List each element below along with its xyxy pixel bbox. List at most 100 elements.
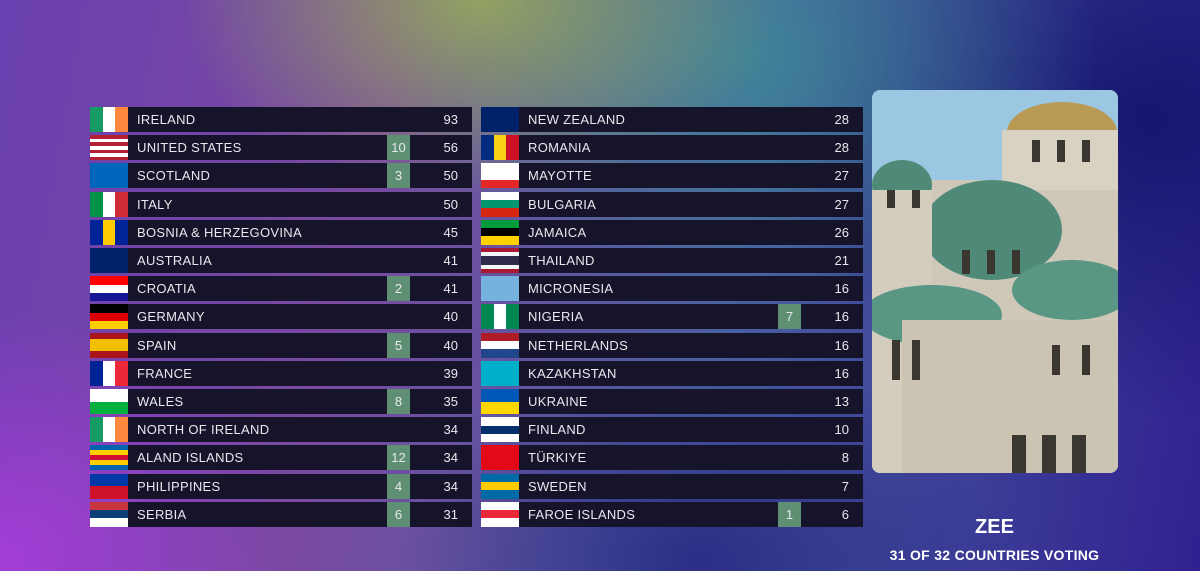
total-score: 28 bbox=[834, 140, 849, 156]
points-awarded: 6 bbox=[387, 501, 410, 527]
country-name: SERBIA bbox=[137, 506, 187, 522]
voting-status: 31 OF 32 COUNTRIES VOTING bbox=[889, 547, 1100, 563]
total-score: 8 bbox=[841, 450, 849, 466]
total-score: 16 bbox=[834, 281, 849, 297]
scoreboard-row: FAROE ISLANDS 1 6 bbox=[481, 501, 863, 527]
flag bbox=[481, 473, 519, 499]
flag bbox=[481, 389, 519, 414]
flag bbox=[481, 135, 519, 161]
total-score: 50 bbox=[443, 168, 458, 184]
country-name: ROMANIA bbox=[528, 140, 591, 156]
country-name: MICRONESIA bbox=[528, 281, 614, 297]
country-name: THAILAND bbox=[528, 253, 595, 268]
scoreboard-row: SCOTLAND 3 50 bbox=[90, 163, 472, 189]
flag bbox=[90, 248, 128, 273]
country-name: FRANCE bbox=[137, 365, 193, 381]
total-score: 41 bbox=[443, 253, 458, 268]
total-score: 27 bbox=[834, 168, 849, 184]
points-awarded: 4 bbox=[387, 473, 410, 499]
scoreboard-row: ALAND ISLANDS 12 34 bbox=[90, 445, 472, 471]
total-score: 93 bbox=[443, 112, 458, 127]
scoreboard-row: JAMAICA 26 bbox=[481, 219, 863, 245]
country-name: FAROE ISLANDS bbox=[528, 506, 636, 522]
flag bbox=[90, 360, 128, 386]
flag bbox=[90, 135, 128, 161]
total-score: 6 bbox=[841, 506, 849, 522]
flag bbox=[90, 332, 128, 358]
country-name: TÜRKIYE bbox=[528, 450, 587, 466]
flag bbox=[481, 417, 519, 443]
scoreboard-row: AUSTRALIA 41 bbox=[90, 248, 472, 273]
total-score: 7 bbox=[841, 478, 849, 494]
flag bbox=[90, 473, 128, 499]
country-name: IRELAND bbox=[137, 112, 196, 127]
scoreboard-row: SPAIN 5 40 bbox=[90, 332, 472, 358]
flag bbox=[481, 107, 519, 132]
scoreboard-row: NETHERLANDS 16 bbox=[481, 332, 863, 358]
flag bbox=[481, 276, 519, 302]
country-name: UNITED STATES bbox=[137, 140, 242, 156]
scoreboard-row: FINLAND 10 bbox=[481, 417, 863, 443]
scoreboard-row: SWEDEN 7 bbox=[481, 473, 863, 499]
total-score: 13 bbox=[834, 394, 849, 409]
points-awarded: 10 bbox=[387, 135, 410, 161]
points-awarded: 1 bbox=[778, 501, 801, 527]
total-score: 41 bbox=[443, 281, 458, 297]
points-awarded: 2 bbox=[387, 276, 410, 302]
flag bbox=[90, 445, 128, 471]
scoreboard-row: IRELAND 93 bbox=[90, 107, 472, 132]
country-name: SPAIN bbox=[137, 337, 177, 353]
flag bbox=[481, 163, 519, 189]
flag bbox=[481, 248, 519, 273]
points-awarded: 8 bbox=[387, 389, 410, 414]
country-name: WALES bbox=[137, 394, 184, 409]
points-awarded: 12 bbox=[387, 445, 410, 471]
total-score: 16 bbox=[834, 309, 849, 325]
total-score: 39 bbox=[443, 365, 458, 381]
flag bbox=[90, 304, 128, 330]
country-name: SCOTLAND bbox=[137, 168, 211, 184]
scoreboard-row: NEW ZEALAND 28 bbox=[481, 107, 863, 132]
scoreboard-row: TÜRKIYE 8 bbox=[481, 445, 863, 471]
voter-name: ZEE bbox=[975, 516, 1014, 538]
city-photo bbox=[872, 90, 1118, 473]
flag bbox=[90, 417, 128, 443]
points-awarded: 3 bbox=[387, 163, 410, 189]
total-score: 56 bbox=[443, 140, 458, 156]
country-name: ALAND ISLANDS bbox=[137, 450, 244, 466]
total-score: 50 bbox=[443, 196, 458, 212]
flag bbox=[90, 191, 128, 217]
country-name: NETHERLANDS bbox=[528, 337, 629, 353]
country-name: NEW ZEALAND bbox=[528, 112, 626, 127]
flag bbox=[90, 219, 128, 245]
scoreboard-row: THAILAND 21 bbox=[481, 248, 863, 273]
country-name: MAYOTTE bbox=[528, 168, 592, 184]
country-name: NIGERIA bbox=[528, 309, 584, 325]
scoreboard-row: MAYOTTE 27 bbox=[481, 163, 863, 189]
country-name: GERMANY bbox=[137, 309, 205, 325]
flag bbox=[481, 219, 519, 245]
flag bbox=[481, 304, 519, 330]
total-score: 26 bbox=[834, 224, 849, 240]
country-name: JAMAICA bbox=[528, 224, 587, 240]
country-name: SWEDEN bbox=[528, 478, 587, 494]
flag bbox=[90, 276, 128, 302]
scoreboard-row: NORTH OF IRELAND 34 bbox=[90, 417, 472, 443]
scoreboard-row: CROATIA 2 41 bbox=[90, 276, 472, 302]
scoreboard-row: KAZAKHSTAN 16 bbox=[481, 360, 863, 386]
total-score: 45 bbox=[443, 224, 458, 240]
flag bbox=[90, 163, 128, 189]
points-awarded: 5 bbox=[387, 332, 410, 358]
flag bbox=[481, 332, 519, 358]
country-name: AUSTRALIA bbox=[137, 253, 212, 268]
total-score: 34 bbox=[443, 422, 458, 438]
scoreboard-row: BOSNIA & HERZEGOVINA 45 bbox=[90, 219, 472, 245]
country-name: UKRAINE bbox=[528, 394, 588, 409]
total-score: 31 bbox=[443, 506, 458, 522]
total-score: 40 bbox=[443, 337, 458, 353]
scoreboard-row: ROMANIA 28 bbox=[481, 135, 863, 161]
total-score: 16 bbox=[834, 337, 849, 353]
total-score: 28 bbox=[834, 112, 849, 127]
total-score: 27 bbox=[834, 196, 849, 212]
